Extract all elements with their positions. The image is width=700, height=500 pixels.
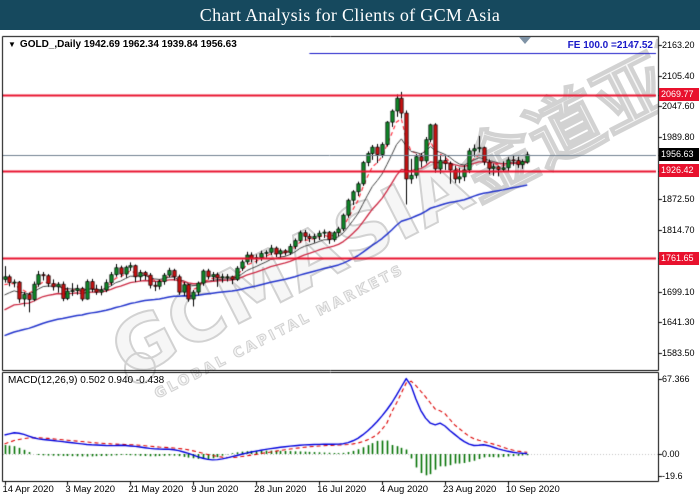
- title-bar: Chart Analysis for Clients of GCM Asia: [0, 0, 700, 30]
- date-label: 4 Aug 2020: [380, 484, 429, 495]
- collapse-icon[interactable]: ▼: [8, 40, 16, 49]
- symbol-header: ▼ GOLD_,Daily 1942.69 1962.34 1939.84 195…: [8, 39, 237, 50]
- date-label: 23 Aug 2020: [442, 484, 497, 495]
- symbol-ohlc-text: GOLD_,Daily 1942.69 1962.34 1939.84 1956…: [19, 39, 237, 50]
- price-badge: 2069.77: [659, 88, 699, 102]
- price-badge: 1926.42: [659, 164, 699, 178]
- date-label: 16 Jul 2020: [317, 484, 367, 495]
- date-label: 9 Jun 2020: [191, 484, 239, 495]
- price-axis-label: 2105.40: [662, 70, 695, 81]
- macd-indicator-label: MACD(12,26,9) 0.502 0.940 -0.438: [8, 375, 165, 386]
- date-label: 14 Apr 2020: [2, 484, 54, 495]
- price-axis-label: 1814.70: [662, 225, 695, 236]
- price-badge: 1956.63: [659, 148, 699, 162]
- window-title: Chart Analysis for Clients of GCM Asia: [199, 4, 501, 25]
- macd-axis-label: 67.366: [662, 373, 690, 384]
- price-axis-label: 1989.80: [662, 132, 695, 143]
- date-label: 3 May 2020: [65, 484, 116, 495]
- bar-marker-icon: [519, 37, 531, 44]
- macd-axis-label: 0.00: [662, 449, 680, 459]
- price-badge: 1761.65: [659, 251, 699, 265]
- price-axis-label: 2047.60: [662, 101, 695, 112]
- price-axis-label: 1641.30: [662, 317, 695, 328]
- price-axis-label: 2163.20: [662, 40, 695, 50]
- macd-axis-label: -19.6: [662, 470, 683, 481]
- price-axis-label: 1699.10: [662, 286, 695, 297]
- date-label: 21 May 2020: [128, 484, 184, 495]
- date-label: 28 Jun 2020: [254, 484, 307, 495]
- price-axis-label: 1872.50: [662, 194, 695, 205]
- price-axis-label: 1583.50: [662, 348, 695, 358]
- date-label: 10 Sep 2020: [505, 484, 560, 495]
- fibo-expansion-label[interactable]: FE 100.0 =2147.52: [567, 40, 653, 51]
